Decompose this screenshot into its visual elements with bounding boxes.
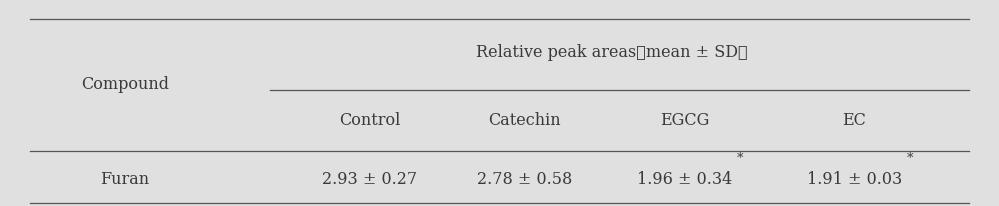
Text: Relative peak areas（mean ± SD）: Relative peak areas（mean ± SD）	[477, 44, 747, 61]
Text: 2.78 ± 0.58: 2.78 ± 0.58	[477, 171, 572, 188]
Text: EGCG: EGCG	[659, 112, 709, 129]
Text: Catechin: Catechin	[489, 112, 560, 129]
Text: Control: Control	[339, 112, 401, 129]
Text: *: *	[737, 152, 743, 165]
Text: *: *	[907, 152, 913, 165]
Text: Compound: Compound	[81, 76, 169, 94]
Text: Furan: Furan	[100, 171, 150, 188]
Text: 1.96 ± 0.34: 1.96 ± 0.34	[636, 171, 732, 188]
Text: 2.93 ± 0.27: 2.93 ± 0.27	[322, 171, 418, 188]
Text: EC: EC	[842, 112, 866, 129]
Text: 1.91 ± 0.03: 1.91 ± 0.03	[806, 171, 902, 188]
